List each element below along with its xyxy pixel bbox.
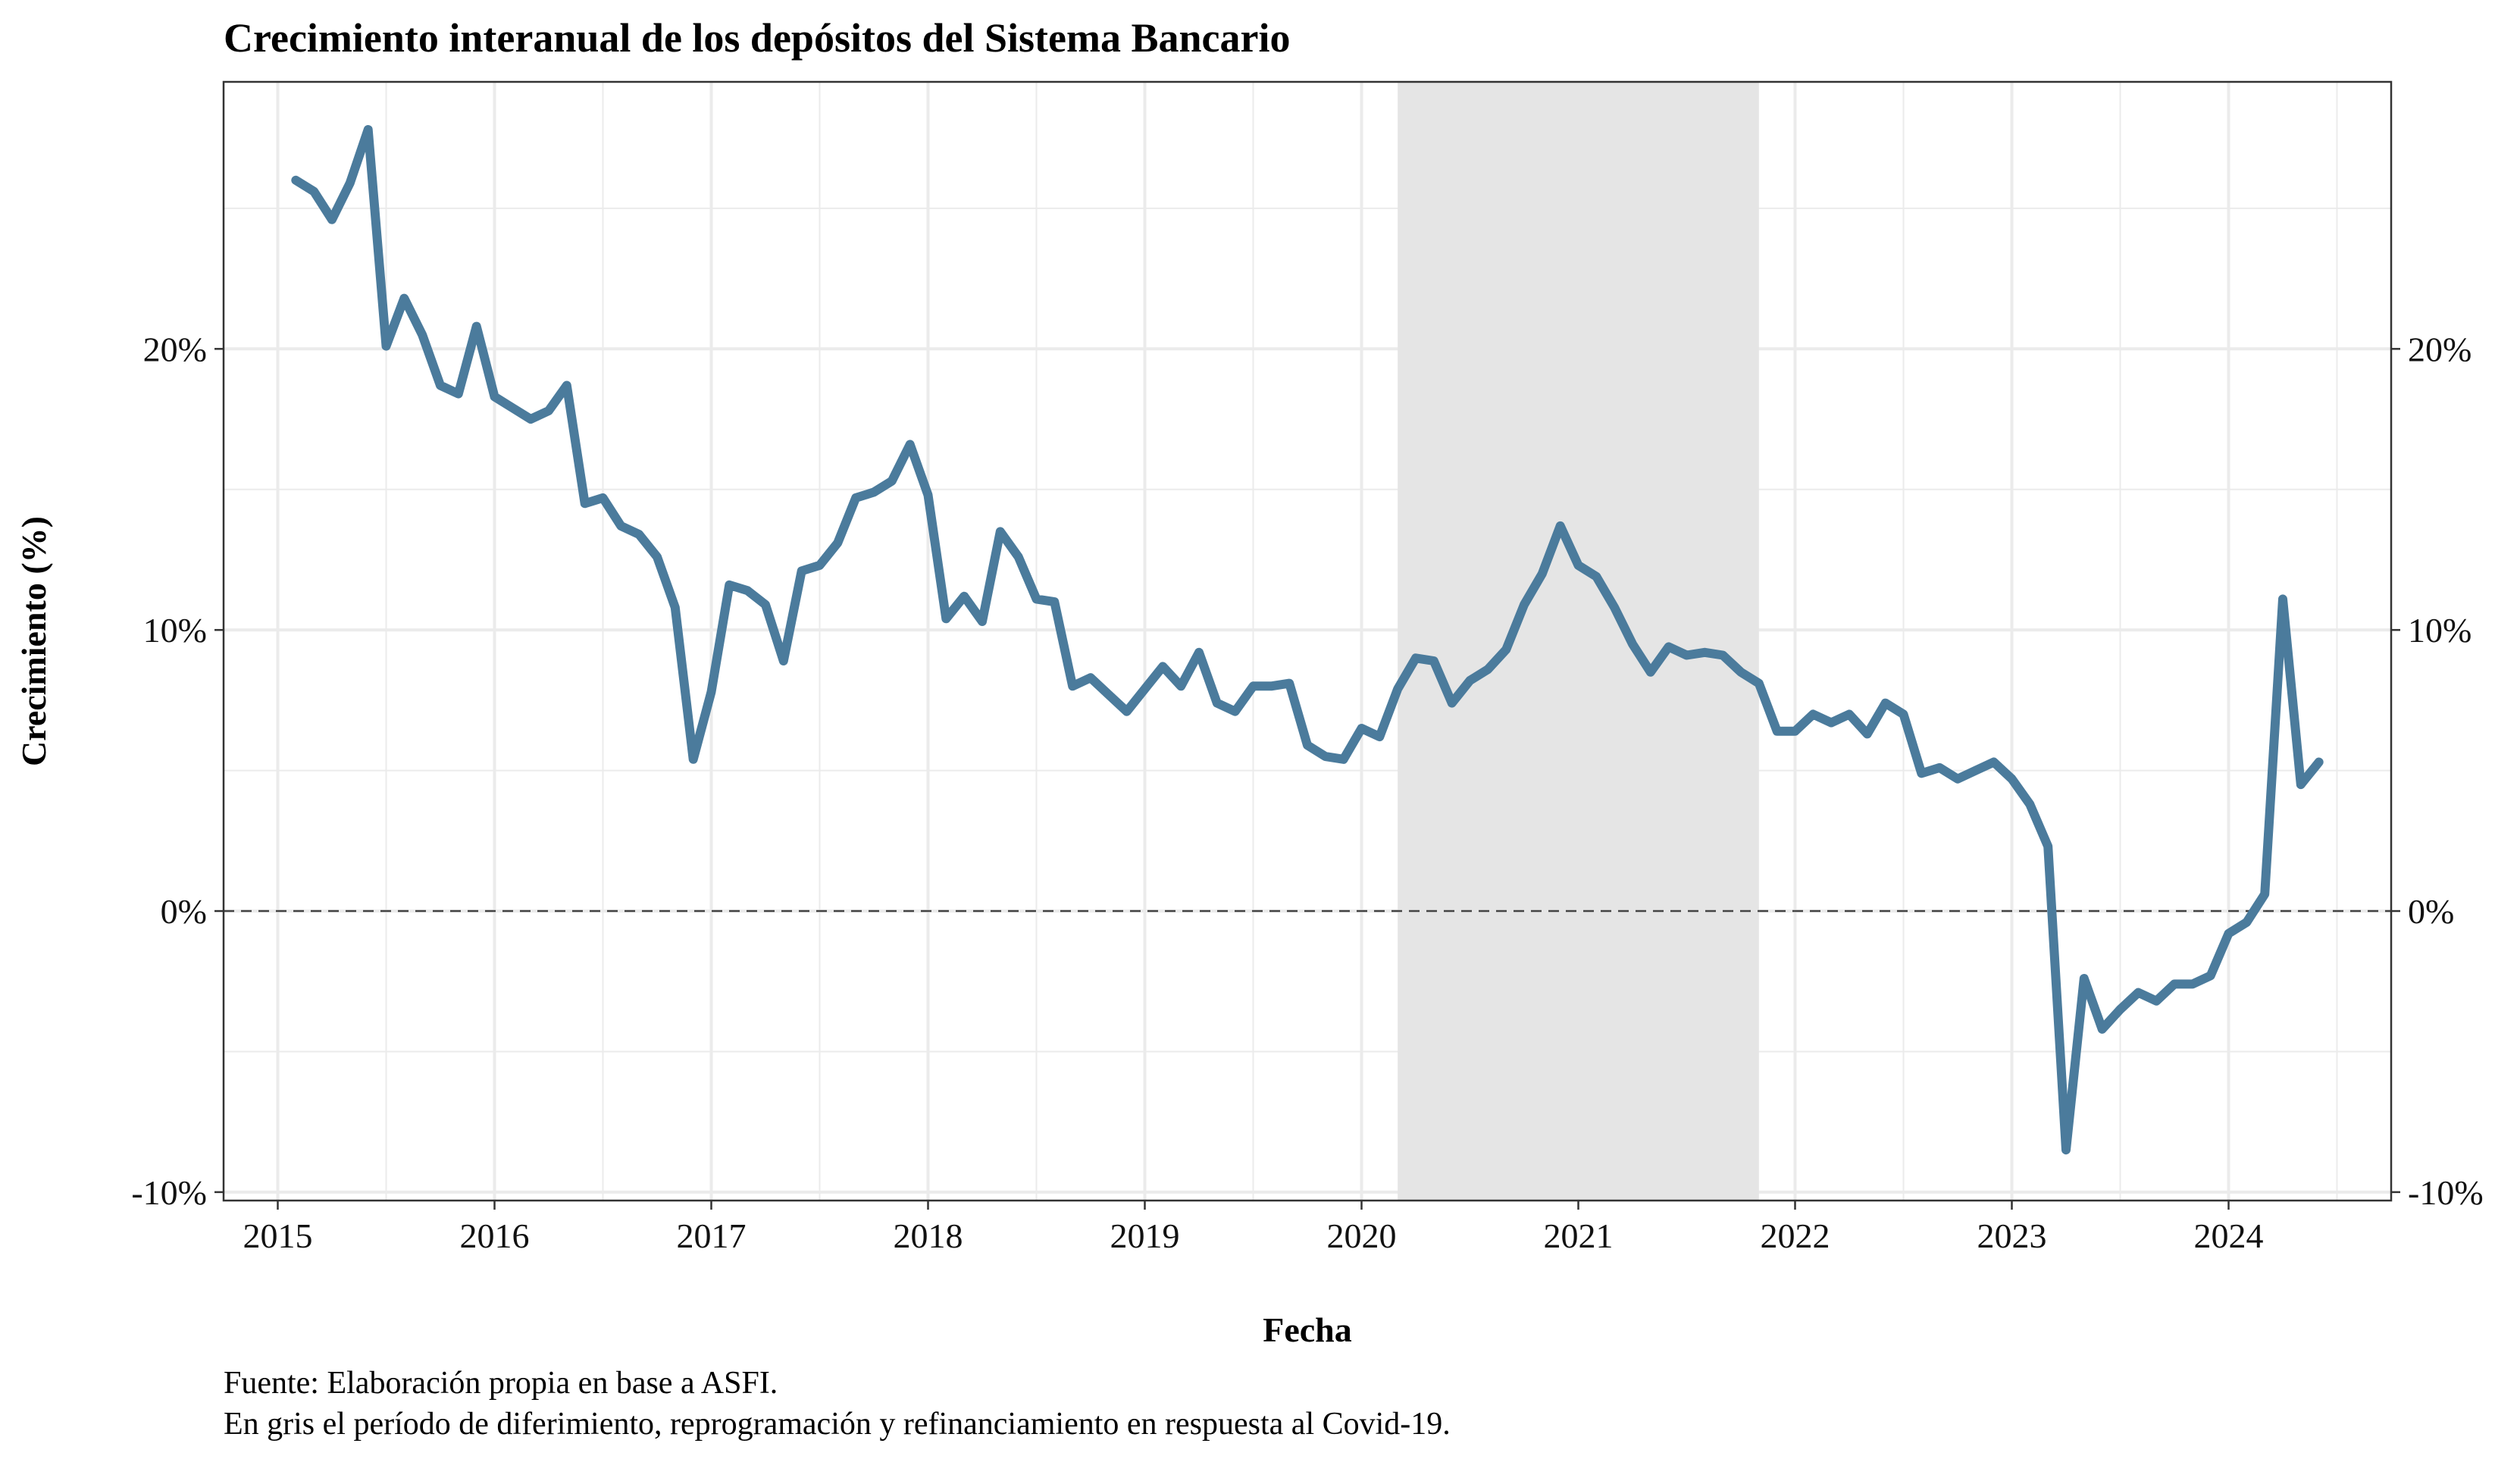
x-axis-title: Fecha bbox=[1263, 1310, 1352, 1349]
x-tick-label: 2016 bbox=[460, 1216, 530, 1255]
y-tick-label-right: 10% bbox=[2408, 611, 2471, 650]
x-tick-label: 2018 bbox=[894, 1216, 963, 1255]
series-line-deposit-growth bbox=[291, 125, 2324, 1155]
y-tick-label-right: 20% bbox=[2408, 330, 2471, 368]
plot-panel-background bbox=[224, 82, 2391, 1201]
y-axis-right-tick-labels: -10% 0% 10% 20% bbox=[2408, 330, 2484, 1212]
y-tick-label-left: -10% bbox=[131, 1173, 207, 1212]
x-tick-label: 2021 bbox=[1544, 1216, 1614, 1255]
x-tick-label: 2019 bbox=[1110, 1216, 1180, 1255]
y-tick-label-left: 20% bbox=[143, 330, 207, 368]
chart-title: Crecimiento interanual de los depósitos … bbox=[224, 15, 1290, 61]
x-axis-tick-labels: 2015 2016 2017 2018 2019 2020 2021 2022 2023 2024 bbox=[243, 1216, 2264, 1255]
plot-panel-border bbox=[222, 80, 2393, 1202]
x-tick-label: 2022 bbox=[1761, 1216, 1830, 1255]
y-axis-title: Crecimiento (%) bbox=[14, 516, 53, 766]
y-tick-label-right: 0% bbox=[2408, 892, 2454, 931]
x-tick-label: 2015 bbox=[243, 1216, 313, 1255]
y-tick-label-left: 10% bbox=[143, 611, 207, 650]
y-axis-left-tick-labels: -10% 0% 10% 20% bbox=[131, 330, 207, 1212]
y-tick-label-left: 0% bbox=[161, 892, 207, 931]
x-tick-label: 2017 bbox=[677, 1216, 747, 1255]
x-tick-label: 2023 bbox=[1977, 1216, 2047, 1255]
x-tick-label: 2020 bbox=[1327, 1216, 1397, 1255]
x-tick-label: 2024 bbox=[2194, 1216, 2264, 1255]
covid-shaded-period bbox=[1398, 82, 1759, 1201]
caption-note: En gris el período de diferimiento, repr… bbox=[224, 1407, 1451, 1442]
y-tick-label-right: -10% bbox=[2408, 1173, 2484, 1212]
caption-source: Fuente: Elaboración propia en base a ASF… bbox=[224, 1366, 778, 1401]
axis-ticks bbox=[214, 348, 2400, 1210]
